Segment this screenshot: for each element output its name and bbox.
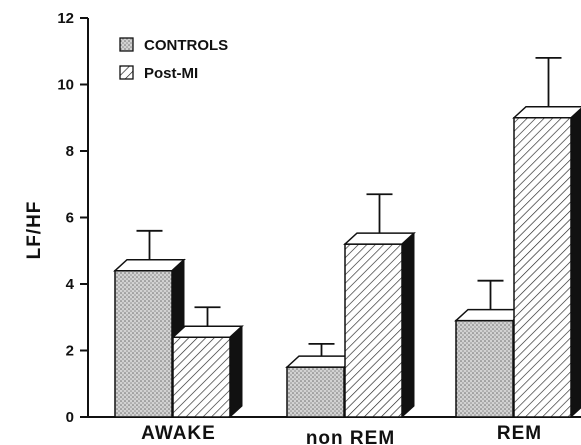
bar-front-face <box>172 336 231 418</box>
y-tick-label: 12 <box>57 10 74 27</box>
bar-non-rem-post-mi <box>343 193 416 419</box>
y-tick-label: 8 <box>66 143 74 160</box>
bar-side-face <box>570 107 581 419</box>
y-axis-label: LF/HF <box>24 201 45 260</box>
x-category-label: non REM <box>306 428 395 445</box>
x-category-label: AWAKE <box>141 423 216 444</box>
y-tick-label: 6 <box>66 210 74 227</box>
y-tick-label: 2 <box>66 343 74 360</box>
bar-top-face <box>512 106 581 119</box>
bar-rem-post-mi <box>512 57 581 419</box>
bars-group <box>113 57 581 419</box>
bar-front-face <box>513 117 572 418</box>
bar-front-face <box>286 366 345 418</box>
legend-label: CONTROLS <box>144 37 228 54</box>
legend-swatch <box>119 65 134 80</box>
bar-front-face <box>455 319 514 418</box>
legend-swatch <box>119 37 134 52</box>
bar-side-face <box>229 325 243 419</box>
bar-top-face <box>171 325 244 338</box>
y-tick-label: 10 <box>57 77 74 94</box>
bar-front-face <box>114 269 173 418</box>
y-tick-label: 0 <box>66 409 74 426</box>
bar-top-face <box>113 258 186 272</box>
bar-awake-post-mi <box>171 306 244 419</box>
category-labels: AWAKE non REM REM <box>141 423 542 445</box>
bar-top-face <box>343 232 416 245</box>
bar-front-face <box>344 243 403 418</box>
x-category-label: REM <box>497 423 542 444</box>
legend: CONTROLS Post-MI <box>119 37 228 82</box>
bar-side-face <box>401 231 415 419</box>
legend-label: Post-MI <box>144 65 198 82</box>
y-tick-label: 4 <box>66 276 75 293</box>
